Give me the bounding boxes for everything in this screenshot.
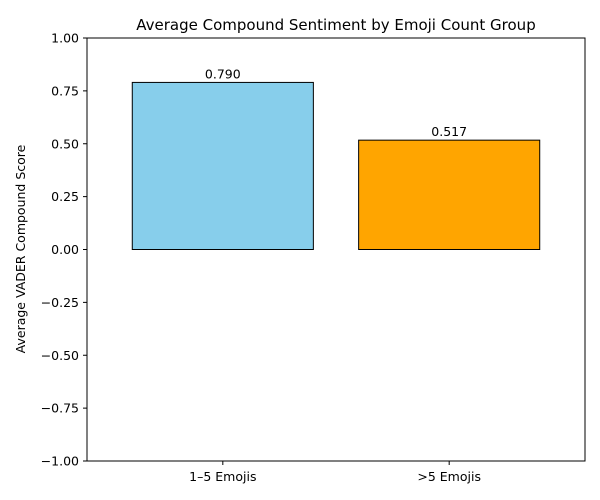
plot-area-frame xyxy=(86,37,586,462)
y-tick-label: 0.00 xyxy=(51,242,79,257)
y-tick-label: 0.25 xyxy=(51,189,79,204)
y-axis-label: Average VADER Compound Score xyxy=(13,144,28,353)
data-label: 0.517 xyxy=(431,124,467,139)
bar xyxy=(131,81,314,251)
chart-title: Average Compound Sentiment by Emoji Coun… xyxy=(136,16,535,34)
y-tick-label: 0.75 xyxy=(51,83,79,98)
y-axis-ticks: −1.00 −0.75 −0.50 −0.25 0.00 0.25 0.50 0.75 1.00 xyxy=(41,31,87,469)
x-tick-label: 1–5 Emojis xyxy=(189,469,256,484)
y-tick-label: 0.50 xyxy=(51,136,79,151)
bar xyxy=(358,139,541,250)
y-tick-label: −1.00 xyxy=(41,454,79,469)
x-tick-label: >5 Emojis xyxy=(417,469,481,484)
y-tick-label: −0.25 xyxy=(41,295,79,310)
x-axis-ticks: 1–5 Emojis >5 Emojis xyxy=(189,461,481,484)
y-tick-label: −0.75 xyxy=(41,401,79,416)
data-labels: 0.790 0.517 xyxy=(205,66,467,139)
bars-layer xyxy=(131,81,541,251)
y-tick-label: −0.50 xyxy=(41,348,79,363)
y-tick-label: 1.00 xyxy=(51,31,79,46)
data-label: 0.790 xyxy=(205,66,241,81)
